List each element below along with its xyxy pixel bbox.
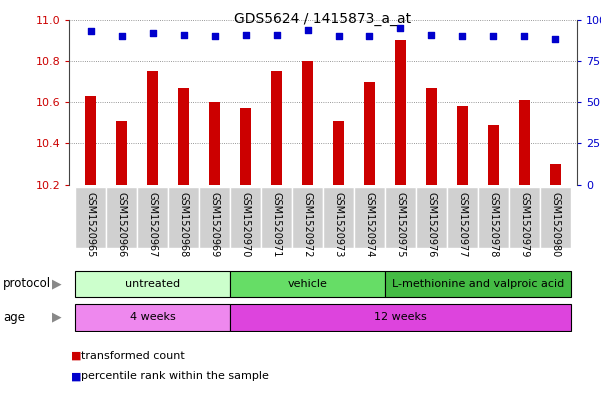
Point (241, 31, 251, 38)
Bar (364, 82, 375, 185)
Bar (426, 88, 437, 185)
Point (148, 30, 157, 36)
Bar (323, 187, 354, 248)
Point (86, 28, 96, 34)
Bar (457, 106, 468, 185)
Text: L-methionine and valproic acid: L-methionine and valproic acid (392, 279, 564, 289)
Text: GSM1520970: GSM1520970 (240, 191, 251, 257)
Point (489, 33, 498, 39)
Point (334, 33, 343, 39)
Bar (478, 187, 509, 248)
Text: vehicle: vehicle (288, 279, 328, 289)
Text: GDS5624 / 1415873_a_at: GDS5624 / 1415873_a_at (234, 12, 412, 26)
Point (395, 25, 405, 31)
Bar (75, 187, 106, 248)
Text: GSM1520978: GSM1520978 (489, 191, 498, 257)
Text: GSM1520976: GSM1520976 (427, 191, 436, 257)
Bar (147, 71, 158, 185)
Text: GSM1520977: GSM1520977 (457, 191, 468, 257)
Text: GSM1520980: GSM1520980 (551, 191, 560, 257)
Point (551, 36, 560, 42)
Bar (75, 271, 230, 297)
Bar (209, 102, 220, 185)
Point (117, 33, 127, 39)
Text: untreated: untreated (125, 279, 180, 289)
Point (519, 33, 529, 39)
Text: 12 weeks: 12 weeks (374, 312, 427, 322)
Bar (230, 187, 261, 248)
Text: age: age (3, 311, 25, 324)
Text: GSM1520966: GSM1520966 (117, 191, 127, 257)
Bar (106, 187, 137, 248)
Bar (75, 304, 230, 331)
Bar (447, 187, 478, 248)
Point (457, 33, 467, 39)
Point (179, 31, 189, 38)
Bar (540, 187, 571, 248)
Bar (395, 40, 406, 185)
Bar (416, 187, 447, 248)
Bar (168, 187, 199, 248)
Bar (137, 187, 168, 248)
Point (303, 26, 313, 33)
Bar (178, 88, 189, 185)
Bar (230, 304, 571, 331)
Bar (230, 271, 385, 297)
Bar (302, 61, 313, 185)
Text: GSM1520979: GSM1520979 (519, 191, 529, 257)
Bar (261, 187, 292, 248)
Text: ■: ■ (71, 371, 81, 382)
Text: GSM1520975: GSM1520975 (395, 191, 406, 257)
Point (365, 33, 374, 39)
Bar (550, 164, 561, 185)
Text: ▶: ▶ (52, 277, 62, 290)
Bar (509, 187, 540, 248)
Text: GSM1520974: GSM1520974 (364, 191, 374, 257)
Bar (519, 100, 529, 185)
Text: transformed count: transformed count (81, 351, 185, 361)
Bar (488, 125, 499, 185)
Bar (354, 187, 385, 248)
Text: GSM1520972: GSM1520972 (302, 191, 313, 257)
Bar (199, 187, 230, 248)
Text: 4 weeks: 4 weeks (130, 312, 175, 322)
Text: ■: ■ (71, 351, 81, 361)
Text: GSM1520967: GSM1520967 (148, 191, 157, 257)
Bar (240, 108, 251, 185)
Point (427, 31, 436, 38)
Bar (385, 187, 416, 248)
Bar (85, 96, 96, 185)
Text: GSM1520971: GSM1520971 (272, 191, 282, 257)
Point (272, 31, 281, 38)
Text: percentile rank within the sample: percentile rank within the sample (81, 371, 269, 382)
Text: GSM1520973: GSM1520973 (334, 191, 344, 257)
Point (210, 33, 219, 39)
Bar (385, 271, 571, 297)
Bar (333, 121, 344, 185)
Text: ▶: ▶ (52, 311, 62, 324)
Text: GSM1520968: GSM1520968 (178, 191, 189, 257)
Text: GSM1520965: GSM1520965 (86, 191, 96, 257)
Bar (292, 187, 323, 248)
Text: GSM1520969: GSM1520969 (210, 191, 219, 257)
Text: protocol: protocol (3, 277, 51, 290)
Bar (271, 71, 282, 185)
Bar (117, 121, 127, 185)
